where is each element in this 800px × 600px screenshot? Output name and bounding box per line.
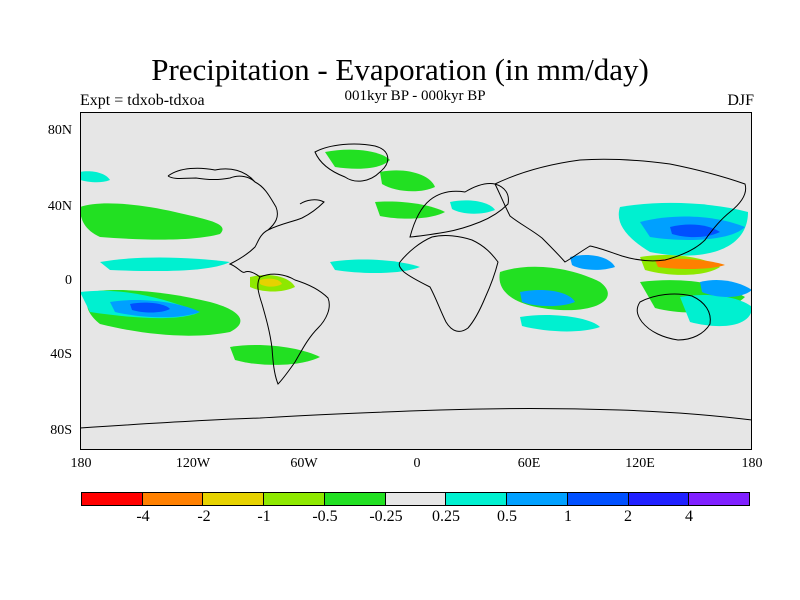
colorbar-label: 1 [564, 508, 572, 525]
lat-label-40s: 40S [50, 347, 72, 362]
lon-label-120w: 120W [175, 456, 211, 471]
colorbar-label: 2 [624, 508, 632, 525]
precip-contours [80, 149, 752, 365]
contour-patch [655, 258, 725, 270]
coastline-south-america [257, 273, 330, 385]
contour-patch [100, 257, 230, 272]
coastline-north-america [167, 167, 325, 278]
lon-label-120e: 120E [625, 456, 655, 471]
lat-label-80s: 80S [50, 423, 72, 438]
contour-patch [520, 315, 600, 332]
contour-patch [80, 171, 110, 183]
contour-patch [230, 345, 320, 365]
contour-patch [80, 203, 223, 240]
lon-label-60e: 60E [517, 456, 541, 471]
lat-label-0: 0 [65, 273, 72, 288]
lon-label-0: 0 [413, 456, 421, 471]
contour-patch [325, 149, 390, 169]
colorbar-swatch [506, 492, 568, 506]
coastlines [80, 143, 752, 429]
colorbar-label: 4 [685, 508, 693, 525]
colorbar-label: 0.5 [497, 508, 517, 525]
contour-patch [670, 224, 720, 238]
coastline-australia [636, 293, 711, 341]
coastline-asia [494, 158, 747, 263]
colorbar-swatch [688, 492, 751, 506]
plot-title: Precipitation - Evaporation (in mm/day) [151, 52, 649, 87]
experiment-label: Expt = tdxob-tdxoa [80, 92, 205, 109]
plot-subtitle: 001kyr BP - 000kyr BP [344, 88, 486, 104]
contour-patch [570, 255, 615, 270]
colorbar-swatch [202, 492, 265, 506]
contour-patch [380, 170, 435, 192]
colorbar-swatch [566, 492, 629, 506]
colorbar-swatch [384, 492, 447, 506]
colorbar-swatch [81, 492, 143, 506]
colorbar-swatch [323, 492, 386, 506]
colorbar-swatch [141, 492, 204, 506]
colorbar-label: 0.25 [432, 508, 460, 525]
lat-label-40n: 40N [47, 199, 72, 214]
colorbar-swatch [445, 492, 508, 506]
colorbar-swatch [627, 492, 690, 506]
season-label: DJF [727, 92, 754, 109]
lon-label-180e: 180 [741, 456, 763, 471]
contour-patch [260, 278, 282, 287]
contour-patch [130, 302, 170, 313]
coastline-europe [409, 183, 509, 238]
lat-label-80n: 80N [47, 123, 72, 138]
contour-patch [375, 201, 445, 219]
lon-label-60w: 60W [290, 456, 318, 471]
lon-label-180w: 180 [70, 456, 92, 471]
colorbar-label: -0.25 [369, 508, 403, 525]
contour-patch [520, 290, 575, 307]
colorbar [81, 492, 751, 506]
world-map [80, 112, 752, 450]
coastline-africa [398, 235, 499, 332]
contour-patch [680, 295, 752, 327]
colorbar-label: -1 [257, 508, 271, 525]
colorbar-label: -2 [197, 508, 211, 525]
coastline-antarctica [80, 408, 752, 429]
contour-patch [330, 259, 420, 274]
colorbar-swatch [263, 492, 325, 506]
map-frame [80, 112, 752, 450]
contour-patch [450, 200, 495, 214]
colorbar-label: -0.5 [312, 508, 338, 525]
contour-patch [700, 279, 752, 297]
colorbar-label: -4 [136, 508, 150, 525]
coastline-greenland [314, 143, 389, 182]
